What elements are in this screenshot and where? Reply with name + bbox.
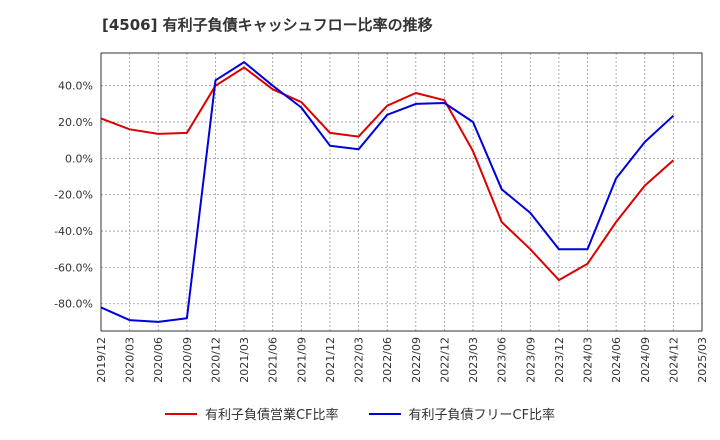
x-tick-label: 2022/03 [353,337,366,383]
x-tick-label: 2024/12 [667,337,680,383]
x-tick-label: 2024/09 [639,337,652,383]
x-tick-label: 2024/03 [582,337,595,383]
y-tick-label: -60.0% [54,261,93,274]
x-tick-label: 2025/03 [696,337,709,383]
x-tick-label: 2022/09 [410,337,423,383]
y-tick-label: -20.0% [54,189,93,202]
legend: 有利子負債営業CF比率 有利子負債フリーCF比率 [0,404,720,423]
x-tick-label: 2024/06 [610,337,623,383]
y-tick-label: 20.0% [58,116,93,129]
legend-label-operating-cf: 有利子負債営業CF比率 [204,408,339,423]
y-tick-label: 0.0% [65,152,93,165]
x-tick-label: 2023/06 [496,337,509,383]
legend-item-free-cf: 有利子負債フリーCF比率 [368,404,556,423]
y-tick-label: -80.0% [54,298,93,311]
x-tick-label: 2020/06 [152,337,165,383]
x-tick-label: 2020/09 [181,337,194,383]
y-tick-label: 40.0% [58,80,93,93]
series-line-free-cf [100,61,675,323]
x-tick-label: 2021/06 [267,337,280,383]
chart-title: [4506] 有利子負債キャッシュフロー比率の推移 [102,16,433,34]
x-tick-label: 2022/12 [438,337,451,383]
x-tick-label: 2021/03 [238,337,251,383]
x-tick-label: 2019/12 [95,337,108,383]
x-tick-label: 2022/06 [381,337,394,383]
y-tick-label: -40.0% [54,225,93,238]
x-tick-label: 2020/03 [124,337,137,383]
legend-label-free-cf: 有利子負債フリーCF比率 [408,408,556,423]
x-tick-label: 2021/09 [295,337,308,383]
x-tick-label: 2023/09 [524,337,537,383]
legend-swatch-operating-cf [164,412,197,415]
x-tick-label: 2023/03 [467,337,480,383]
series-line-operating-cf [100,66,675,282]
legend-swatch-free-cf [368,412,401,415]
x-tick-label: 2023/12 [553,337,566,383]
x-tick-label: 2021/12 [324,337,337,383]
x-tick-label: 2020/12 [209,337,222,383]
legend-item-operating-cf: 有利子負債営業CF比率 [164,404,339,423]
plot-frame [100,52,703,332]
